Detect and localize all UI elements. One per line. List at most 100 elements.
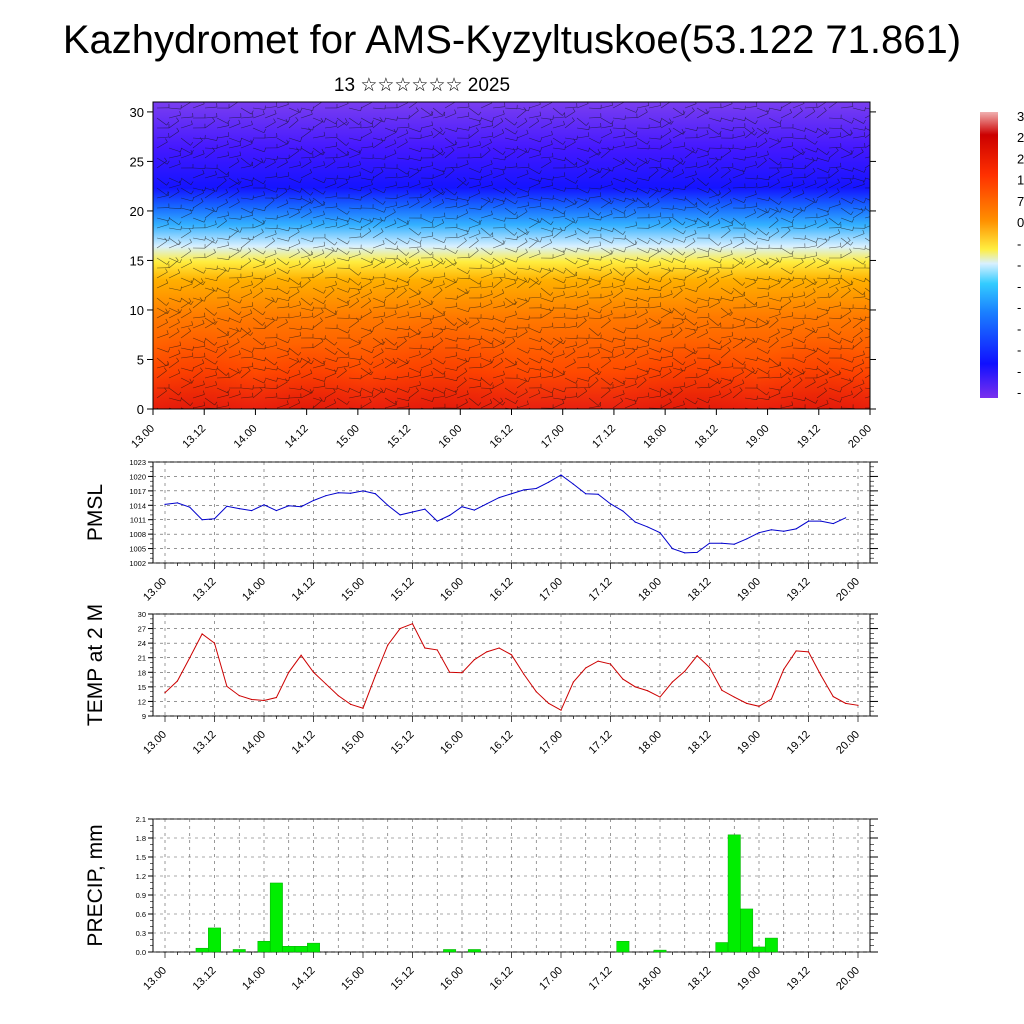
data-point: [845, 517, 847, 519]
wind-barb: [840, 290, 851, 299]
data-point: [535, 487, 537, 490]
wind-barb: [804, 261, 816, 269]
wind-barb: [408, 303, 421, 309]
wind-barb: [732, 337, 745, 342]
wind-barb-flag: [188, 227, 192, 232]
wind-barb: [672, 107, 684, 115]
wind-barb-flag: [262, 219, 265, 224]
wind-barb: [360, 311, 372, 319]
wind-barb-flag: [335, 280, 337, 285]
wind-barb: [648, 387, 661, 393]
wind-barb: [396, 141, 408, 149]
wind-barb: [648, 126, 661, 129]
wind-barb-flag: [647, 159, 650, 164]
wind-barb: [600, 184, 613, 189]
wind-barb: [744, 261, 756, 269]
wind-barb: [612, 337, 625, 341]
wind-barb: [480, 337, 492, 345]
grid: [153, 461, 870, 564]
wind-barb: [576, 147, 589, 152]
wind-barb: [408, 237, 420, 244]
wind-barb-flag: [346, 210, 350, 215]
wind-barb-flag: [428, 348, 432, 352]
wind-barb: [744, 127, 755, 136]
wind-barb: [588, 337, 602, 339]
wind-barb: [324, 290, 335, 299]
wind-barb-flag: [348, 175, 350, 180]
wind-barb: [636, 111, 648, 119]
wind-barb-flag: [524, 298, 528, 302]
wind-barb: [504, 267, 515, 276]
wind-barb: [300, 357, 312, 365]
wind-barb: [384, 337, 395, 346]
data-point: [201, 519, 203, 521]
wind-barb-flag: [682, 221, 686, 226]
wind-barb: [804, 171, 816, 179]
wind-barb-flag: [718, 190, 721, 195]
wind-barb: [768, 231, 780, 239]
wind-barb-flag: [382, 280, 385, 285]
wind-barb-flag: [573, 358, 576, 363]
x-tick-label: 14.12: [290, 576, 318, 604]
wind-barb-flag: [259, 387, 263, 391]
wind-barb-flag: [862, 359, 865, 364]
wind-barb: [576, 227, 588, 235]
wind-barb: [276, 287, 288, 295]
data-point: [164, 503, 166, 505]
wind-barb-flag: [468, 196, 470, 201]
wind-barb-flag: [419, 350, 421, 355]
wind-barb: [264, 106, 277, 109]
wind-barb: [288, 187, 301, 193]
wind-barb: [240, 237, 253, 241]
wind-barb-flag: [527, 148, 530, 153]
wind-barb-flag: [191, 379, 194, 384]
wind-barb-flag: [215, 170, 217, 175]
wind-barb-flag: [502, 199, 505, 204]
wind-barb: [552, 316, 565, 319]
wind-barb: [840, 267, 853, 272]
wind-barb-flag: [431, 161, 434, 166]
wind-barb-flag: [442, 169, 445, 174]
wind-barb-flag: [730, 270, 733, 275]
wind-barb-flag: [692, 268, 696, 272]
wind-barb: [660, 281, 672, 289]
wind-barb-flag: [296, 147, 299, 152]
x-tick-label: 19.12: [795, 423, 823, 451]
wind-barb: [864, 107, 870, 110]
wind-barb-flag: [369, 398, 372, 403]
wind-barb: [708, 381, 720, 389]
wind-barb: [696, 267, 709, 273]
wind-barb: [540, 144, 553, 149]
wind-barb: [516, 133, 529, 139]
wind-barb: [780, 345, 793, 349]
wind-barb-flag: [706, 211, 710, 215]
wind-barb: [540, 134, 553, 139]
wind-barb: [432, 376, 445, 379]
wind-barb-flag: [695, 149, 698, 154]
x-tick-label: 17.12: [590, 423, 618, 451]
wind-barb: [852, 320, 863, 329]
data-point: [523, 673, 525, 675]
data-point: [708, 666, 711, 669]
wind-barb-flag: [548, 267, 552, 272]
wind-barb: [216, 215, 229, 219]
wind-barb-flag: [731, 221, 733, 226]
wind-barb-flag: [335, 221, 338, 226]
wind-barb: [804, 282, 816, 289]
wind-barb-flag: [251, 211, 253, 216]
wind-barb: [372, 157, 385, 160]
wind-barb: [588, 126, 601, 129]
wind-barb: [852, 340, 863, 349]
wind-barb-flag: [823, 107, 827, 111]
wind-barb: [624, 177, 636, 185]
wind-barb: [540, 235, 553, 239]
wind-barb: [732, 341, 744, 349]
wind-barb: [864, 225, 870, 229]
wind-barb-flag: [777, 178, 780, 183]
wind-barb-flag: [862, 379, 865, 384]
wind-barb: [216, 135, 229, 139]
wind-barb: [276, 162, 288, 169]
colorbar-label: 2: [1017, 130, 1024, 145]
wind-barb: [600, 320, 611, 329]
wind-barb-flag: [393, 208, 396, 213]
